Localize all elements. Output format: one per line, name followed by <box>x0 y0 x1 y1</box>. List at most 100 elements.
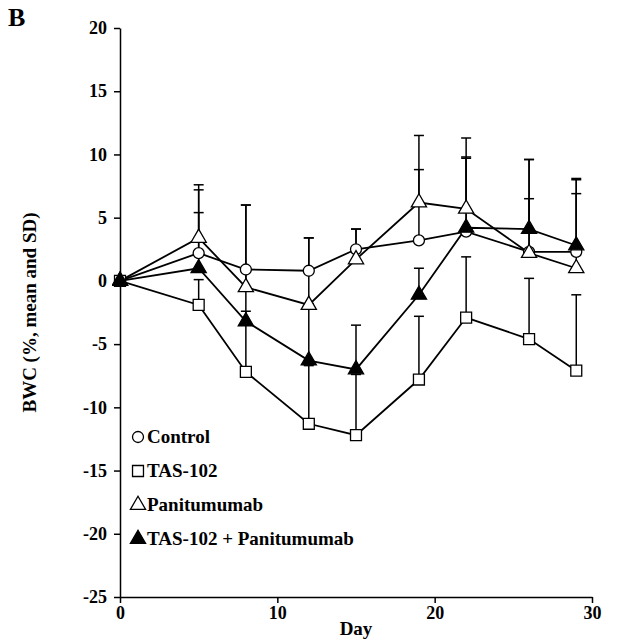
series-line <box>120 202 576 304</box>
y-tick: 20 <box>89 18 120 38</box>
x-tick: 0 <box>116 597 125 623</box>
y-tick: 15 <box>89 81 120 101</box>
data-point <box>411 194 426 207</box>
error-bar <box>304 366 314 424</box>
error-bar-cap <box>571 294 581 296</box>
data-point <box>240 366 251 377</box>
panel-title: B <box>8 3 25 32</box>
y-tick-label: -20 <box>83 524 107 544</box>
error-bar-cap <box>524 278 534 280</box>
x-tick-label: 30 <box>584 603 602 623</box>
error-bar-cap <box>351 324 361 326</box>
y-tick-mark <box>114 470 120 472</box>
y-tick: -20 <box>83 524 120 544</box>
error-bar-stem <box>418 316 420 379</box>
data-point <box>303 418 314 429</box>
error-bar <box>351 374 361 435</box>
error-bar-cap <box>194 212 204 214</box>
y-tick-mark <box>114 597 120 599</box>
data-point <box>238 278 253 291</box>
legend: ControlTAS-102PanitumumabTAS-102 + Panit… <box>130 426 353 549</box>
legend-label: Control <box>147 426 210 447</box>
error-bar-cap <box>461 156 471 158</box>
error-bar-cap <box>461 137 471 139</box>
error-bar <box>571 295 581 371</box>
error-bar-cap <box>194 184 204 186</box>
y-tick-label: -15 <box>83 461 107 481</box>
data-point <box>413 235 424 246</box>
data-point <box>303 265 314 276</box>
error-bar <box>461 257 471 318</box>
error-bar-cap <box>524 159 534 161</box>
legend-marker <box>133 432 144 443</box>
error-bar-cap <box>304 237 314 239</box>
x-tick-label: 0 <box>116 603 125 623</box>
y-tick: 5 <box>98 208 120 228</box>
data-point <box>112 272 127 285</box>
data-point <box>521 244 536 257</box>
error-bar-stem <box>528 160 530 254</box>
data-point <box>411 286 426 299</box>
legend-marker <box>130 530 145 543</box>
data-point <box>461 312 472 323</box>
error-bar <box>241 205 251 287</box>
y-tick-label: 5 <box>98 208 107 228</box>
error-bar-cap <box>241 204 251 206</box>
data-point <box>569 237 584 250</box>
y-tick-mark <box>114 217 120 219</box>
error-bar-cap <box>414 316 424 318</box>
x-tick-label: 10 <box>269 603 287 623</box>
legend-item: Control <box>133 426 210 447</box>
plot-area <box>112 135 583 440</box>
series-line <box>120 281 576 435</box>
y-tick: -25 <box>83 587 120 607</box>
chart: -25-20-15-10-5051015200102030BDayBWC (%,… <box>0 0 630 641</box>
error-bar-cap <box>304 237 314 239</box>
data-point <box>238 313 253 326</box>
error-bar-cap <box>414 267 424 269</box>
data-point <box>301 296 316 309</box>
series-line <box>120 228 576 370</box>
error-bar-cap <box>194 279 204 281</box>
y-tick-mark <box>114 344 120 346</box>
y-tick-mark <box>114 91 120 93</box>
data-point <box>112 272 127 285</box>
y-tick: -10 <box>83 398 120 418</box>
data-point <box>351 430 362 441</box>
data-point <box>524 334 535 345</box>
y-tick-label: 20 <box>89 18 107 38</box>
data-point <box>191 229 206 242</box>
data-point <box>193 299 204 310</box>
x-tick: 20 <box>426 597 444 623</box>
legend-item: Panitumumab <box>130 494 263 515</box>
data-point <box>193 248 204 259</box>
y-tick: 10 <box>89 145 120 165</box>
data-point <box>348 251 363 264</box>
y-tick: -15 <box>83 461 120 481</box>
x-axis-title: Day <box>340 618 373 639</box>
error-bar-stem <box>308 366 310 424</box>
x-tick: 10 <box>269 597 287 623</box>
error-bar-stem <box>576 295 578 371</box>
x-tick: 30 <box>584 597 602 623</box>
error-bar-cap <box>571 178 581 180</box>
legend-label: TAS-102 + Panitumumab <box>147 528 354 549</box>
y-axis-line <box>120 29 122 598</box>
data-point <box>571 365 582 376</box>
error-bar-cap <box>414 135 424 137</box>
legend-marker <box>133 466 144 477</box>
y-tick-label: -10 <box>83 398 107 418</box>
error-bar-cap <box>241 204 251 206</box>
legend-item: TAS-102 + Panitumumab <box>130 528 353 549</box>
error-bar-stem <box>528 278 530 339</box>
error-bar-stem <box>465 157 467 228</box>
error-bar-stem <box>355 374 357 435</box>
y-tick-label: -25 <box>83 587 107 607</box>
y-axis: -25-20-15-10-505101520 <box>83 18 121 607</box>
y-tick-mark <box>114 534 120 536</box>
error-bar <box>524 160 534 230</box>
data-point <box>191 259 206 272</box>
error-bar <box>414 316 424 379</box>
y-tick-label: 10 <box>89 145 107 165</box>
y-tick-mark <box>114 28 120 30</box>
